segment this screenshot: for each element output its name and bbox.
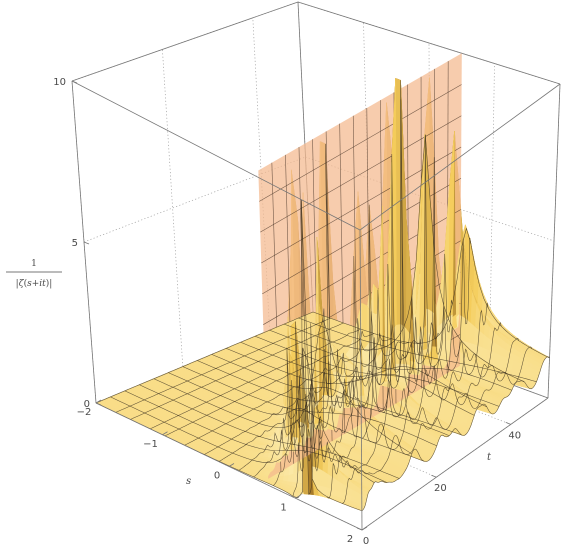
box-back-edge	[297, 1, 561, 85]
box-back-edge	[547, 83, 561, 399]
wall-back-gridline-z	[305, 156, 555, 242]
box-back-edge	[71, 1, 299, 82]
surface	[95, 53, 550, 512]
wall-left-gridline-t	[162, 49, 184, 367]
